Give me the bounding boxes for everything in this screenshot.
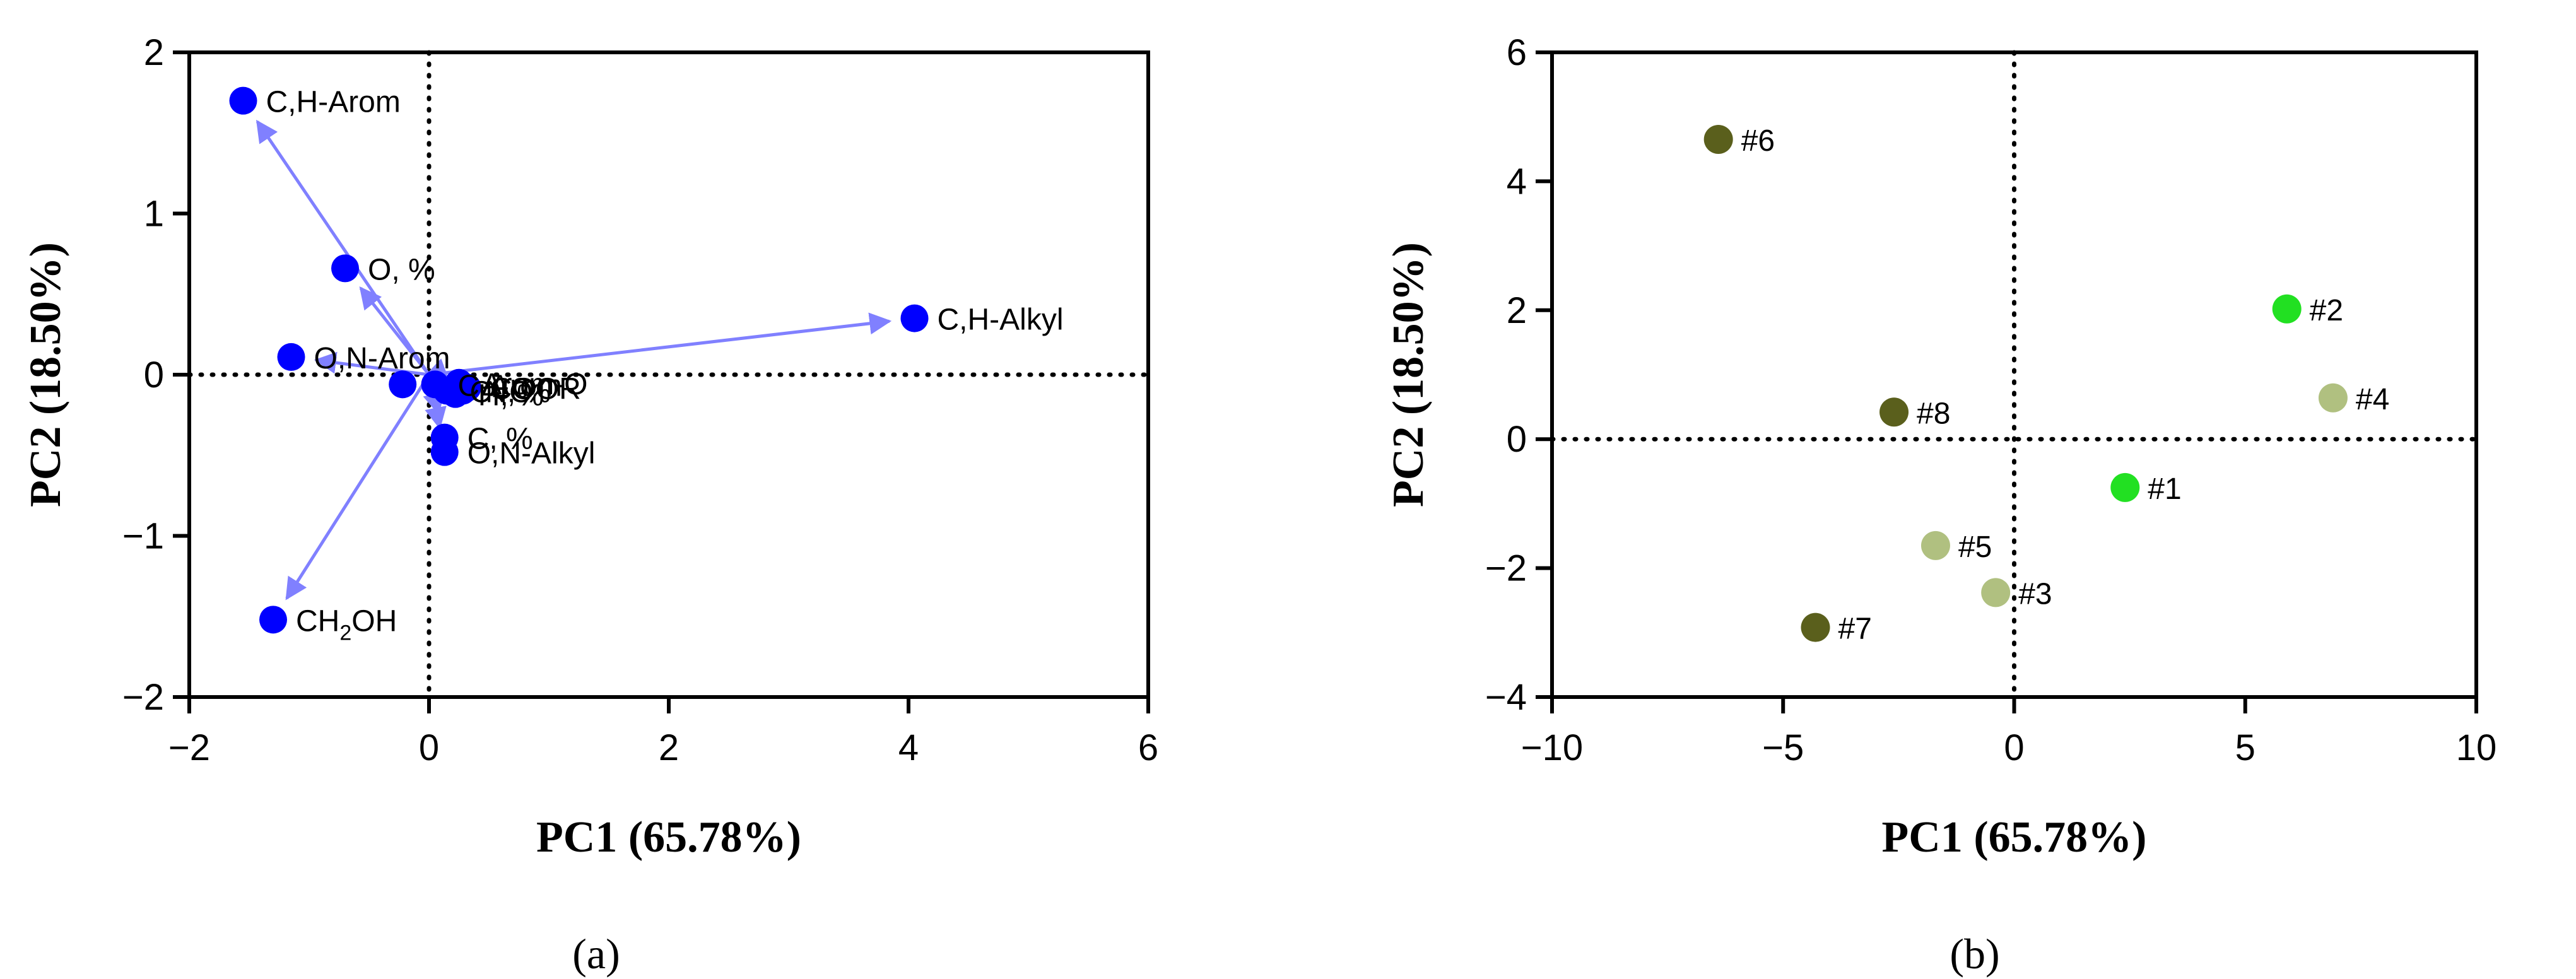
y-tick-label: 2 [144,32,164,73]
loading-point [229,86,257,115]
loading-arrow [314,351,430,377]
panel-a-plot-frame [187,50,1150,699]
y-tick-label: −2 [1485,548,1527,589]
panel-a-caption: (a) [572,930,620,978]
loading-point [277,343,305,371]
loading-point [430,438,459,466]
score-point [1801,613,1830,642]
x-tick-label: −2 [168,727,210,768]
score-point [1879,397,1909,427]
loading-point [389,370,417,399]
panel-a-y-axis-title: PC2 (18.50%) [21,242,70,507]
x-tick-label: 5 [2235,727,2255,768]
point-label: C=O [470,376,533,409]
loading-arrow [428,312,892,377]
loading-point [259,606,287,634]
point-label: Arom-O [482,368,588,401]
y-tick-label: 0 [144,355,164,396]
x-tick-label: −10 [1521,727,1583,768]
y-tick-label: 6 [1507,32,1527,73]
panel-b-chart: −10 −5 0 5 10 −4 −2 0 2 4 6 #1 #2 #3 #4 #5 #6 #7 #8 PC1 (… [1384,32,2497,978]
panel-a-chart: −2 0 2 4 6 −2 −1 0 1 2 C,H-Arom O, % O,N-Arom C,H-Al… [21,32,1158,978]
panel-b-point-labels: #1 #2 #3 #4 #5 #6 #7 #8 [1741,124,2390,646]
loading-point [900,304,929,332]
y-tick-label: −4 [1485,677,1527,718]
point-label: #5 [1958,531,1992,564]
panel-b-plot-frame [1550,50,2478,699]
point-label: CH2OH [296,604,397,645]
panel-a-reference-lines [187,50,1151,700]
y-tick-label: 0 [1507,419,1527,460]
point-label: #6 [1741,124,1775,158]
point-label: O,N-Arom [314,342,450,375]
y-tick-label: −2 [122,677,164,718]
y-tick-label: 2 [1507,290,1527,331]
point-label: #2 [2310,294,2343,327]
panel-a-point-labels: C,H-Arom O, % O,N-Arom C,H-Alkyl CH2OH C, %O,… [266,86,1064,645]
panel-a-loading-arrows [256,119,892,601]
panel-a-ticks: −2 0 2 4 6 −2 −1 0 1 2 [122,32,1158,768]
x-tick-label: 0 [2004,727,2024,768]
panel-b-points [1703,124,2348,642]
loading-point [445,368,473,397]
score-point [1703,124,1733,154]
panel-b-caption: (b) [1950,930,1999,978]
loading-arrow [256,119,431,376]
panel-b-x-axis-title: PC1 (65.78%) [1882,813,2147,862]
point-label: C,H-Arom [266,86,401,119]
panel-b-ticks: −10 −5 0 5 10 −4 −2 0 2 4 6 [1485,32,2497,768]
y-tick-label: −1 [122,516,164,557]
y-tick-label: 1 [144,194,164,235]
score-point [2110,472,2140,502]
x-tick-label: 2 [659,727,679,768]
loading-arrow [285,373,431,601]
point-label: #1 [2148,472,2181,506]
point-label: O,N-Alkyl [468,437,596,471]
point-label: O, % [368,253,435,286]
x-tick-label: 6 [1138,727,1158,768]
point-label: #3 [2018,577,2052,611]
x-tick-label: −5 [1762,727,1804,768]
loading-arrow [359,286,430,376]
x-tick-label: 10 [2456,727,2497,768]
panel-b-reference-lines [1550,50,2479,700]
point-label: #4 [2356,383,2389,416]
panel-a-points [229,86,929,634]
loading-point [331,254,359,283]
point-label: COOR [490,372,581,406]
point-label: #8 [1917,397,1950,430]
score-point [2272,294,2302,324]
point-label: C, % [468,423,533,456]
point-label: H, % [478,379,544,413]
y-tick-label: 4 [1507,161,1527,202]
panel-a-x-axis-title: PC1 (65.78%) [536,813,801,862]
score-point [2318,383,2348,413]
point-label: C,H-Alkyl [938,303,1064,337]
score-point [1920,531,1950,560]
point-label: C-Arom [458,369,562,402]
point-label: #7 [1838,613,1872,646]
score-point [1981,578,2011,607]
x-tick-label: 0 [419,727,439,768]
panel-b-y-axis-title: PC2 (18.50%) [1384,242,1433,507]
point-label: N, % [485,376,551,409]
x-tick-label: 4 [898,727,919,768]
